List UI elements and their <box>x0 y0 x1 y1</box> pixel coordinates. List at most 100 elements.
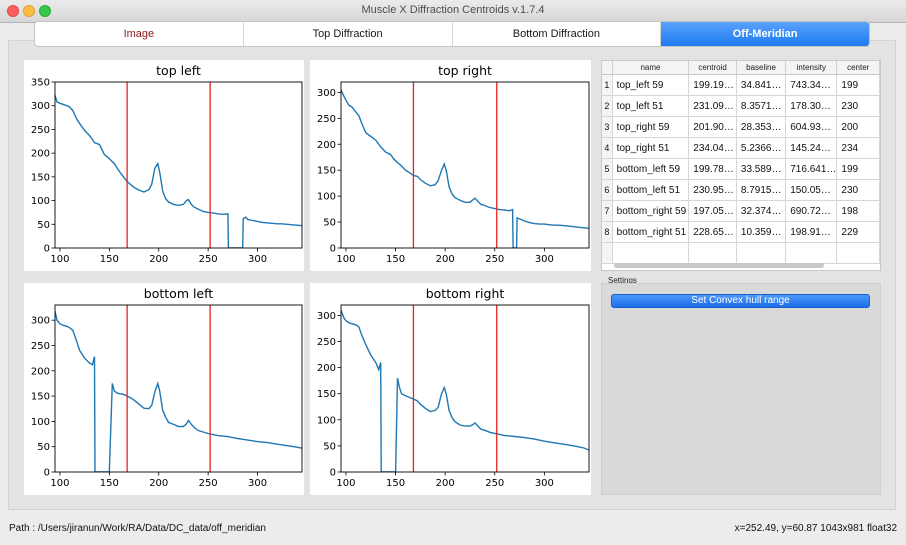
row-number[interactable]: 5 <box>602 158 613 180</box>
x-tick-label: 150 <box>386 254 405 265</box>
chart-svg: bottom right 100 150 200 250 300 0 50 100 150 200 2… <box>317 286 590 489</box>
y-tick-label: 250 <box>317 114 336 125</box>
chart-title: top left <box>156 63 201 78</box>
y-tick-label: 300 <box>31 101 50 112</box>
table-row[interactable]: 6 bottom_left 51 230.95… 8.7915… 150.05… 230 <box>602 179 880 201</box>
y-tick-label: 0 <box>44 244 50 255</box>
table-cell[interactable]: 228.65… <box>688 221 737 243</box>
table-cell[interactable]: 145.24… <box>785 137 838 159</box>
table-cell[interactable]: 198.91… <box>785 221 838 243</box>
table-row[interactable]: 2 top_left 51 231.09… 8.3571… 178.30… 230 <box>602 95 880 117</box>
table-row[interactable]: 4 top_right 51 234.04… 5.2366… 145.24… 234 <box>602 137 880 159</box>
table-cell[interactable]: 8.7915… <box>736 179 787 201</box>
zoom-window-button[interactable] <box>39 5 51 17</box>
table-cell[interactable]: 150.05… <box>785 179 838 201</box>
column-header-intensity[interactable]: intensity <box>785 61 838 75</box>
tab-bottom-diffraction[interactable]: Bottom Diffraction <box>453 22 662 46</box>
row-number[interactable]: 3 <box>602 116 613 138</box>
table-cell[interactable]: 199.19… <box>688 74 737 96</box>
set-convex-hull-range-button[interactable]: Set Convex hull range <box>611 294 870 308</box>
table-corner-header[interactable] <box>602 61 613 75</box>
table-cell[interactable]: 234 <box>836 137 880 159</box>
table-cell[interactable]: 10.359… <box>736 221 787 243</box>
row-number[interactable]: 1 <box>602 74 613 96</box>
x-tick-label: 100 <box>336 254 355 265</box>
y-tick-label: 0 <box>330 244 336 255</box>
column-header-name[interactable]: name <box>612 61 690 75</box>
table-row[interactable]: 8 bottom_right 51 228.65… 10.359… 198.91… 229 <box>602 221 880 243</box>
table-cell[interactable]: top_left 51 <box>612 95 690 117</box>
table-row[interactable]: 3 top_right 59 201.90… 28.353… 604.93… 200 <box>602 116 880 138</box>
row-number[interactable]: 6 <box>602 179 613 201</box>
table-cell[interactable]: 230 <box>836 179 880 201</box>
tab-image[interactable]: Image <box>35 22 244 46</box>
y-tick-label: 50 <box>323 218 336 229</box>
y-tick-label: 200 <box>31 366 50 377</box>
table-cell[interactable]: top_right 51 <box>612 137 690 159</box>
table-cell[interactable]: 604.93… <box>785 116 838 138</box>
plot-top-right[interactable]: top right 100 150 200 250 300 0 50 100 150 200 250 3… <box>310 60 591 271</box>
table-cell[interactable]: 197.05… <box>688 200 737 222</box>
x-tick-label: 250 <box>199 254 218 265</box>
table-cell[interactable]: 229 <box>836 221 880 243</box>
tab-off-meridian[interactable]: Off-Meridian <box>661 22 869 46</box>
plot-bottom-left[interactable]: bottom left 100 150 200 250 300 0 50 100 150 200 25… <box>24 283 304 495</box>
plot-top-left[interactable]: top left 100 150 200 250 300 0 50 100 150 200 250 30… <box>24 60 304 271</box>
y-tick-label: 350 <box>31 78 50 89</box>
table-cell[interactable]: bottom_left 51 <box>612 179 690 201</box>
table-cell[interactable]: 230.95… <box>688 179 737 201</box>
table-horizontal-scrollbar[interactable] <box>614 263 824 268</box>
tab-top-diffraction[interactable]: Top Diffraction <box>244 22 453 46</box>
table-cell[interactable]: 231.09… <box>688 95 737 117</box>
row-number[interactable]: 8 <box>602 221 613 243</box>
y-tick-label: 300 <box>31 316 50 327</box>
table-cell[interactable]: top_left 59 <box>612 74 690 96</box>
column-header-centroid[interactable]: centroid <box>688 61 737 75</box>
table-cell[interactable]: 234.04… <box>688 137 737 159</box>
table-cell[interactable]: bottom_left 59 <box>612 158 690 180</box>
table-cell[interactable]: 201.90… <box>688 116 737 138</box>
table-cell[interactable]: 5.2366… <box>736 137 787 159</box>
table-row[interactable]: 1 top_left 59 199.19… 34.841… 743.34… 199 <box>602 74 880 96</box>
table-cell[interactable]: 32.374… <box>736 200 787 222</box>
table-cell[interactable]: 199 <box>836 158 880 180</box>
y-tick-label: 50 <box>323 441 336 452</box>
table-cell[interactable]: 198 <box>836 200 880 222</box>
table-row[interactable]: 7 bottom_right 59 197.05… 32.374… 690.72… 198 <box>602 200 880 222</box>
column-header-center[interactable]: center <box>836 61 880 75</box>
minimize-window-button[interactable] <box>23 5 35 17</box>
x-tick-label: 200 <box>436 254 455 265</box>
table-cell[interactable]: 743.34… <box>785 74 838 96</box>
table-cell[interactable]: 8.3571… <box>736 95 787 117</box>
table-cell[interactable]: 34.841… <box>736 74 787 96</box>
y-tick-label: 0 <box>330 468 336 479</box>
centroid-table[interactable]: name centroid baseline intensity center 1 top… <box>601 60 881 271</box>
table-cell[interactable]: 199.78… <box>688 158 737 180</box>
table-cell[interactable]: 200 <box>836 116 880 138</box>
table-cell[interactable]: 33.589… <box>736 158 787 180</box>
table-cell[interactable]: top_right 59 <box>612 116 690 138</box>
row-number[interactable]: 7 <box>602 200 613 222</box>
status-path: Path : /Users/jiranun/Work/RA/Data/DC_da… <box>9 523 266 534</box>
table-cell[interactable]: 178.30… <box>785 95 838 117</box>
table-cell[interactable]: bottom_right 51 <box>612 221 690 243</box>
y-tick-label: 150 <box>317 389 336 400</box>
y-tick-label: 100 <box>317 415 336 426</box>
y-tick-label: 100 <box>31 196 50 207</box>
table-row[interactable]: 5 bottom_left 59 199.78… 33.589… 716.641… 199 <box>602 158 880 180</box>
row-number[interactable]: 4 <box>602 137 613 159</box>
close-window-button[interactable] <box>7 5 19 17</box>
table-cell[interactable]: 230 <box>836 95 880 117</box>
table-cell[interactable]: bottom_right 59 <box>612 200 690 222</box>
table-cell[interactable]: 199 <box>836 74 880 96</box>
plot-bottom-right[interactable]: bottom right 100 150 200 250 300 0 50 100 150 200 2… <box>310 283 591 495</box>
column-header-baseline[interactable]: baseline <box>736 61 787 75</box>
y-tick-label: 100 <box>317 192 336 203</box>
plot-frame <box>54 81 303 249</box>
table-cell[interactable]: 28.353… <box>736 116 787 138</box>
x-tick-label: 100 <box>50 254 69 265</box>
table-cell[interactable]: 716.641… <box>785 158 838 180</box>
x-tick-label: 250 <box>485 254 504 265</box>
table-cell[interactable]: 690.72… <box>785 200 838 222</box>
row-number[interactable]: 2 <box>602 95 613 117</box>
